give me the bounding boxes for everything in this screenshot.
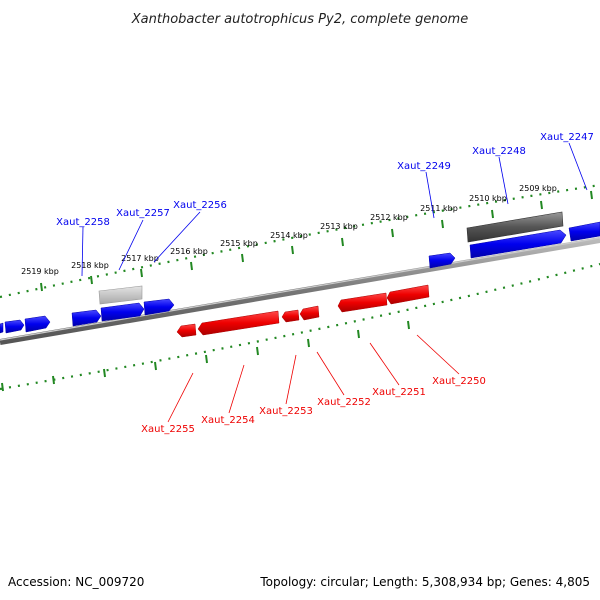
tick-label-2509: 2509 kbp <box>519 184 557 193</box>
major-tick <box>590 190 593 200</box>
gene-label-xaut-2253[interactable]: Xaut_2253 <box>259 406 313 417</box>
gene-label-xaut-2248[interactable]: Xaut_2248 <box>472 146 526 157</box>
major-tick <box>103 368 106 378</box>
forward-gene-arrow[interactable] <box>71 309 102 327</box>
tick-label-2511: 2511 kbp <box>420 204 458 213</box>
tick-label-2514: 2514 kbp <box>270 231 308 240</box>
tick-label-2516: 2516 kbp <box>170 247 208 256</box>
tick-label-2515: 2515 kbp <box>220 239 258 248</box>
tick-label-2517: 2517 kbp <box>121 254 159 263</box>
major-tick <box>40 282 43 292</box>
genome-summary-text: Topology: circular; Length: 5,308,934 bp… <box>259 575 590 589</box>
major-tick <box>540 200 543 210</box>
major-tick <box>1 382 4 392</box>
major-tick <box>52 375 55 385</box>
tick-label-2513: 2513 kbp <box>320 222 358 231</box>
gene-label-xaut-2257[interactable]: Xaut_2257 <box>116 208 170 219</box>
reverse-gene-arrow[interactable] <box>197 310 280 336</box>
forward-gene-arrow[interactable] <box>100 302 145 322</box>
gene-label-xaut-2250[interactable]: Xaut_2250 <box>432 376 486 387</box>
reverse-gene-arrow[interactable] <box>337 292 388 313</box>
outer-tick-ring <box>0 183 600 299</box>
forward-gene-arrow[interactable] <box>24 315 51 333</box>
gene-label-xaut-2252[interactable]: Xaut_2252 <box>317 397 371 408</box>
genome-backbone-highlight <box>0 237 600 341</box>
gene-label-xaut-2255[interactable]: Xaut_2255 <box>141 424 195 435</box>
major-tick <box>256 346 259 356</box>
major-tick <box>205 354 208 364</box>
reverse-gene-arrow[interactable] <box>386 284 430 305</box>
major-tick <box>140 268 143 278</box>
major-tick <box>491 209 494 219</box>
forward-gene-arrow[interactable] <box>428 252 456 269</box>
major-tick <box>307 338 310 348</box>
gene-label-xaut-2256[interactable]: Xaut_2256 <box>173 200 227 211</box>
forward-gene-arrow[interactable] <box>469 229 567 259</box>
major-tick <box>90 275 93 285</box>
gene-label-xaut-2247[interactable]: Xaut_2247 <box>540 132 594 143</box>
major-tick <box>357 329 360 339</box>
reverse-gene-arrow[interactable] <box>176 323 197 338</box>
major-tick <box>341 237 344 247</box>
gene-label-xaut-2249[interactable]: Xaut_2249 <box>397 161 451 172</box>
accession-text: Accession: NC_009720 <box>8 575 144 589</box>
forward-gene-arrow[interactable] <box>568 221 600 242</box>
major-ticks <box>1 190 593 392</box>
gene-label-xaut-2258[interactable]: Xaut_2258 <box>56 217 110 228</box>
map-title: Xanthobacter autotrophicus Py2, complete… <box>131 12 468 27</box>
major-tick <box>241 253 244 263</box>
major-tick <box>190 261 193 271</box>
tick-label-2519: 2519 kbp <box>21 267 59 276</box>
gene-label-xaut-2254[interactable]: Xaut_2254 <box>201 415 255 426</box>
light-feature-left <box>98 285 143 305</box>
reverse-gene-arrow[interactable] <box>281 309 300 323</box>
gene-label-xaut-2251[interactable]: Xaut_2251 <box>372 387 426 398</box>
reverse-leader-lines <box>167 334 460 423</box>
major-tick <box>407 320 410 330</box>
tick-label-2512: 2512 kbp <box>370 213 408 222</box>
forward-leader-lines <box>81 142 588 277</box>
tick-label-2510: 2510 kbp <box>469 194 507 203</box>
reverse-gene-arrow[interactable] <box>299 305 320 321</box>
major-tick <box>291 245 294 255</box>
tick-label-2518: 2518 kbp <box>71 261 109 270</box>
grey-feature-upper-right <box>466 211 564 243</box>
forward-gene-arrow[interactable] <box>143 298 175 316</box>
major-tick <box>441 219 444 229</box>
forward-gene-arrow[interactable] <box>4 319 25 334</box>
forward-gene-arrow[interactable] <box>0 322 4 334</box>
genome-backbone <box>0 237 600 345</box>
major-tick <box>154 361 157 371</box>
major-tick <box>391 228 394 238</box>
